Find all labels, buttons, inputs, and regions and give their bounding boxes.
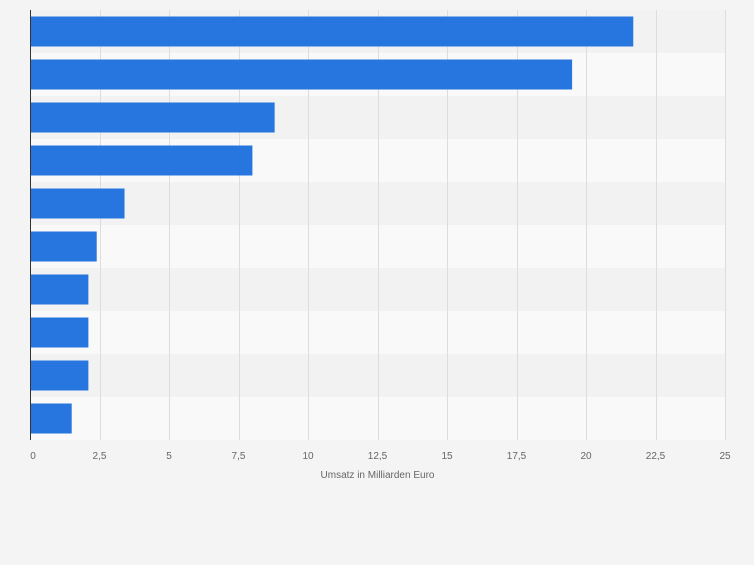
- bar: [30, 16, 634, 47]
- bar: [30, 360, 89, 391]
- row-band: [30, 354, 725, 397]
- x-tick-label: 5: [166, 451, 172, 462]
- bar: [30, 274, 89, 305]
- x-tick-label: 10: [302, 451, 314, 462]
- x-tick-label: 0: [30, 451, 36, 462]
- x-tick-label: 20: [580, 451, 592, 462]
- x-axis-ticks: 0 2,5 5 7,5 10 12,5 15 17,5 20 22,5 25: [30, 451, 731, 462]
- row-band: [30, 225, 725, 268]
- bar: [30, 145, 253, 176]
- row-band: [30, 397, 725, 440]
- row-bands: [30, 10, 725, 440]
- bars: [30, 16, 634, 434]
- bar: [30, 317, 89, 348]
- bar: [30, 102, 275, 133]
- x-tick-label: 15: [441, 451, 453, 462]
- x-tick-label: 2,5: [93, 451, 107, 462]
- x-axis-title: Umsatz in Milliarden Euro: [321, 470, 435, 481]
- x-tick-label: 17,5: [507, 451, 527, 462]
- row-band: [30, 268, 725, 311]
- bar: [30, 231, 97, 262]
- x-tick-label: 7,5: [232, 451, 246, 462]
- x-tick-label: 22,5: [646, 451, 666, 462]
- row-band: [30, 182, 725, 225]
- bar: [30, 403, 72, 434]
- row-band: [30, 311, 725, 354]
- x-tick-label: 25: [719, 451, 731, 462]
- bar: [30, 59, 573, 90]
- bar: [30, 188, 125, 219]
- x-tick-label: 12,5: [368, 451, 388, 462]
